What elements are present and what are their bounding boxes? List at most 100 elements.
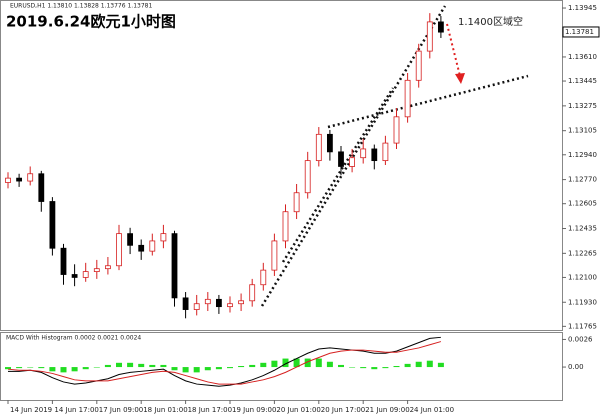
x-tick-label: 24 Jun 01:00 <box>410 406 454 414</box>
candle-body <box>149 240 156 252</box>
price-panel <box>0 0 563 331</box>
candle-body <box>282 211 289 242</box>
macd-bar <box>293 358 300 368</box>
candle-body <box>382 142 389 162</box>
macd-bar <box>82 367 89 370</box>
arrow-head <box>455 73 465 84</box>
macd-bar <box>104 364 111 368</box>
candle-body <box>71 274 78 278</box>
macd-bar <box>227 367 233 369</box>
x-tick-label: 18 Jun 01:00 <box>143 406 187 414</box>
macd-bar <box>326 361 333 368</box>
macd-bar <box>204 367 211 371</box>
y-tick-label: 1.12605 <box>568 200 597 208</box>
candle-body <box>82 271 89 278</box>
x-tick-label: 14 Jun 17:00 <box>54 406 98 414</box>
macd-bar <box>315 358 322 368</box>
candle-body <box>415 50 422 81</box>
macd-bar <box>349 367 356 368</box>
candle-body <box>116 233 122 267</box>
y-tick-label: 1.12770 <box>568 176 597 184</box>
macd-bar <box>393 366 400 368</box>
price-marker <box>562 26 600 38</box>
macd-bar <box>249 364 256 368</box>
macd-bar <box>404 363 411 368</box>
candle-body <box>38 173 45 202</box>
x-tick-label: 20 Jun 01:00 <box>276 406 320 414</box>
candle-body <box>260 269 267 286</box>
candle-body <box>249 284 256 302</box>
candle-body <box>5 177 11 183</box>
macd-bar <box>171 367 178 371</box>
candle-body <box>349 157 356 167</box>
trend-line <box>260 5 447 307</box>
candle-body <box>338 151 344 167</box>
macd-bar <box>238 366 245 368</box>
y-tick-label: 1.11930 <box>568 298 597 306</box>
candle-body <box>238 300 245 305</box>
macd-bar <box>93 367 100 368</box>
y-tick-label: 1.12265 <box>568 249 597 257</box>
candle-body <box>171 233 178 299</box>
macd-bar <box>38 367 45 369</box>
y-tick-label: 0.00 <box>568 363 584 371</box>
macd-bar <box>127 362 134 368</box>
y-tick-label: 1.12100 <box>568 273 597 281</box>
trend-line <box>281 87 395 263</box>
candle-body <box>127 233 133 246</box>
macd-line <box>8 336 441 387</box>
macd-title: MACD With Histogram 0.0002 0.0021 0.0024 <box>6 335 141 342</box>
macd-bar <box>60 367 67 373</box>
candle-body <box>326 133 333 153</box>
candle-body <box>215 298 222 308</box>
x-tick-label: 14 Jun 2019 <box>10 406 52 414</box>
candle-body <box>426 21 433 52</box>
macd-bar <box>215 367 222 370</box>
candle-body <box>437 21 444 33</box>
y-tick-label: 1.13105 <box>568 127 597 135</box>
macd-bar <box>304 358 311 368</box>
macd-bar <box>71 367 78 372</box>
macd-bar <box>160 364 167 368</box>
macd-bar <box>382 367 389 369</box>
macd-bar <box>271 360 278 368</box>
candle-body <box>371 148 378 162</box>
macd-bar <box>27 367 34 368</box>
macd-bar <box>116 362 122 368</box>
candle-body <box>393 116 400 144</box>
candle-body <box>16 177 23 182</box>
macd-bar <box>360 367 367 369</box>
macd-bar <box>182 367 189 373</box>
candle-body <box>182 297 189 310</box>
candle-body <box>293 192 300 213</box>
macd-bar <box>138 363 145 368</box>
chart-header: EURUSD,H1 1.13810 1.13828 1.13776 1.1378… <box>10 3 152 10</box>
candle-body <box>160 233 167 242</box>
chart-title: 2019.6.24欧元1小时图 <box>6 13 176 31</box>
x-tick-label: 20 Jun 17:00 <box>321 406 365 414</box>
macd-bar <box>49 367 56 372</box>
candle-body <box>404 79 411 118</box>
x-tick-label: 17 Jun 09:00 <box>99 406 143 414</box>
candle-body <box>360 148 367 159</box>
candle-body <box>105 265 111 270</box>
candle-body <box>227 303 233 308</box>
y-tick-label: 0.0026 <box>568 335 593 343</box>
candle-body <box>204 298 211 305</box>
macd-bar <box>338 364 344 368</box>
x-tick-label: 18 Jun 17:00 <box>188 406 232 414</box>
macd-bar <box>371 367 378 370</box>
arrow <box>446 23 461 77</box>
y-tick-label: 1.13610 <box>568 53 597 61</box>
candle-body <box>271 240 278 271</box>
macd-bar <box>415 361 422 368</box>
macd-bar <box>260 362 267 368</box>
candle-body <box>49 201 56 249</box>
macd-bar <box>149 364 156 368</box>
candle-body <box>193 303 200 310</box>
x-tick-label: 21 Jun 09:00 <box>365 406 409 414</box>
macd-bar <box>5 367 11 370</box>
y-tick-label: 1.11765 <box>568 322 597 330</box>
annotation: 1.1400区域空 <box>458 15 523 28</box>
